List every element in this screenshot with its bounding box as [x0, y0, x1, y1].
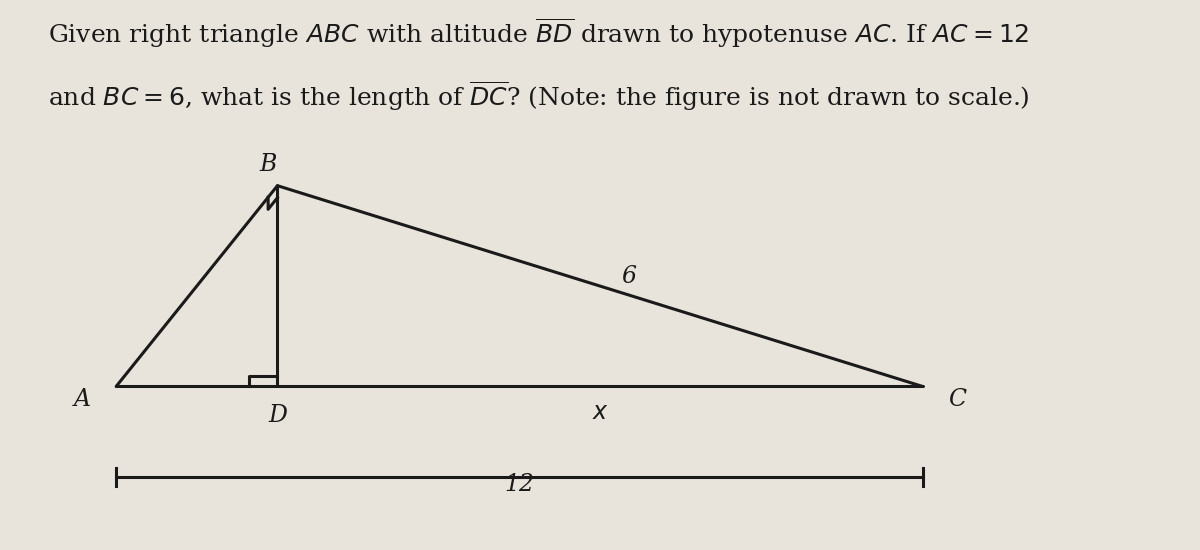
- Text: $x$: $x$: [592, 401, 608, 424]
- Text: A: A: [74, 388, 91, 411]
- Text: B: B: [259, 153, 277, 175]
- Text: and $BC = 6$, what is the length of $\overline{DC}$? (Note: the figure is not dr: and $BC = 6$, what is the length of $\ov…: [48, 80, 1030, 113]
- Text: 6: 6: [622, 265, 636, 288]
- Text: 12: 12: [504, 474, 534, 496]
- Text: C: C: [948, 388, 966, 411]
- Text: D: D: [268, 404, 287, 427]
- Text: Given right triangle $ABC$ with altitude $\overline{BD}$ drawn to hypotenuse $AC: Given right triangle $ABC$ with altitude…: [48, 16, 1030, 50]
